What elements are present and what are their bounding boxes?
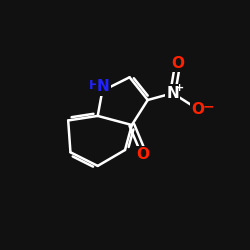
Text: H: H: [88, 79, 99, 92]
Text: N: N: [97, 79, 110, 94]
Text: O: O: [191, 102, 204, 116]
Text: N: N: [166, 86, 179, 101]
Text: O: O: [137, 147, 150, 162]
Text: O: O: [171, 56, 184, 71]
Text: +: +: [176, 83, 184, 93]
Text: −: −: [202, 100, 214, 114]
